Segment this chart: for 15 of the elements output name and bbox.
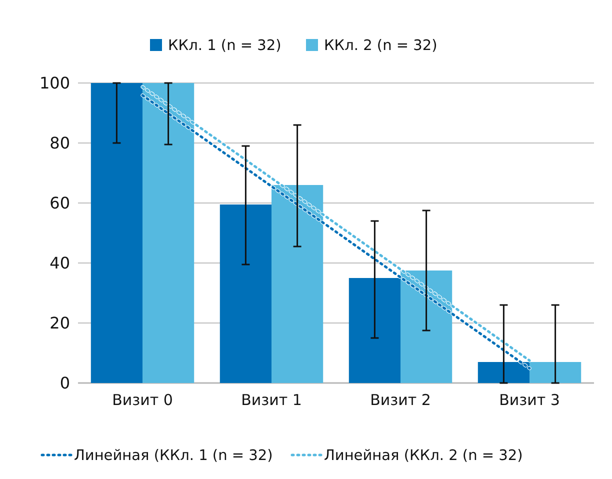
y-tick-label: 80 [50,134,70,153]
y-tick-label: 0 [60,374,70,393]
x-tick-label: Визит 0 [112,391,173,409]
legend-label: ККл. 2 (n = 32) [324,38,438,54]
y-tick-label: 100 [39,74,70,93]
legend-label: ККл. 1 (n = 32) [168,38,282,54]
y-tick-label: 20 [50,314,70,333]
y-tick-label: 60 [50,194,70,213]
x-tick-label: Визит 3 [499,391,560,409]
bar [220,204,272,383]
legend-label: Линейная (ККл. 1 (n = 32) [74,448,273,464]
y-tick-label: 40 [50,254,70,273]
legend-label: Линейная (ККл. 2 (n = 32) [324,448,523,464]
x-tick-label: Визит 2 [370,391,431,409]
x-tick-label: Визит 1 [241,391,302,409]
